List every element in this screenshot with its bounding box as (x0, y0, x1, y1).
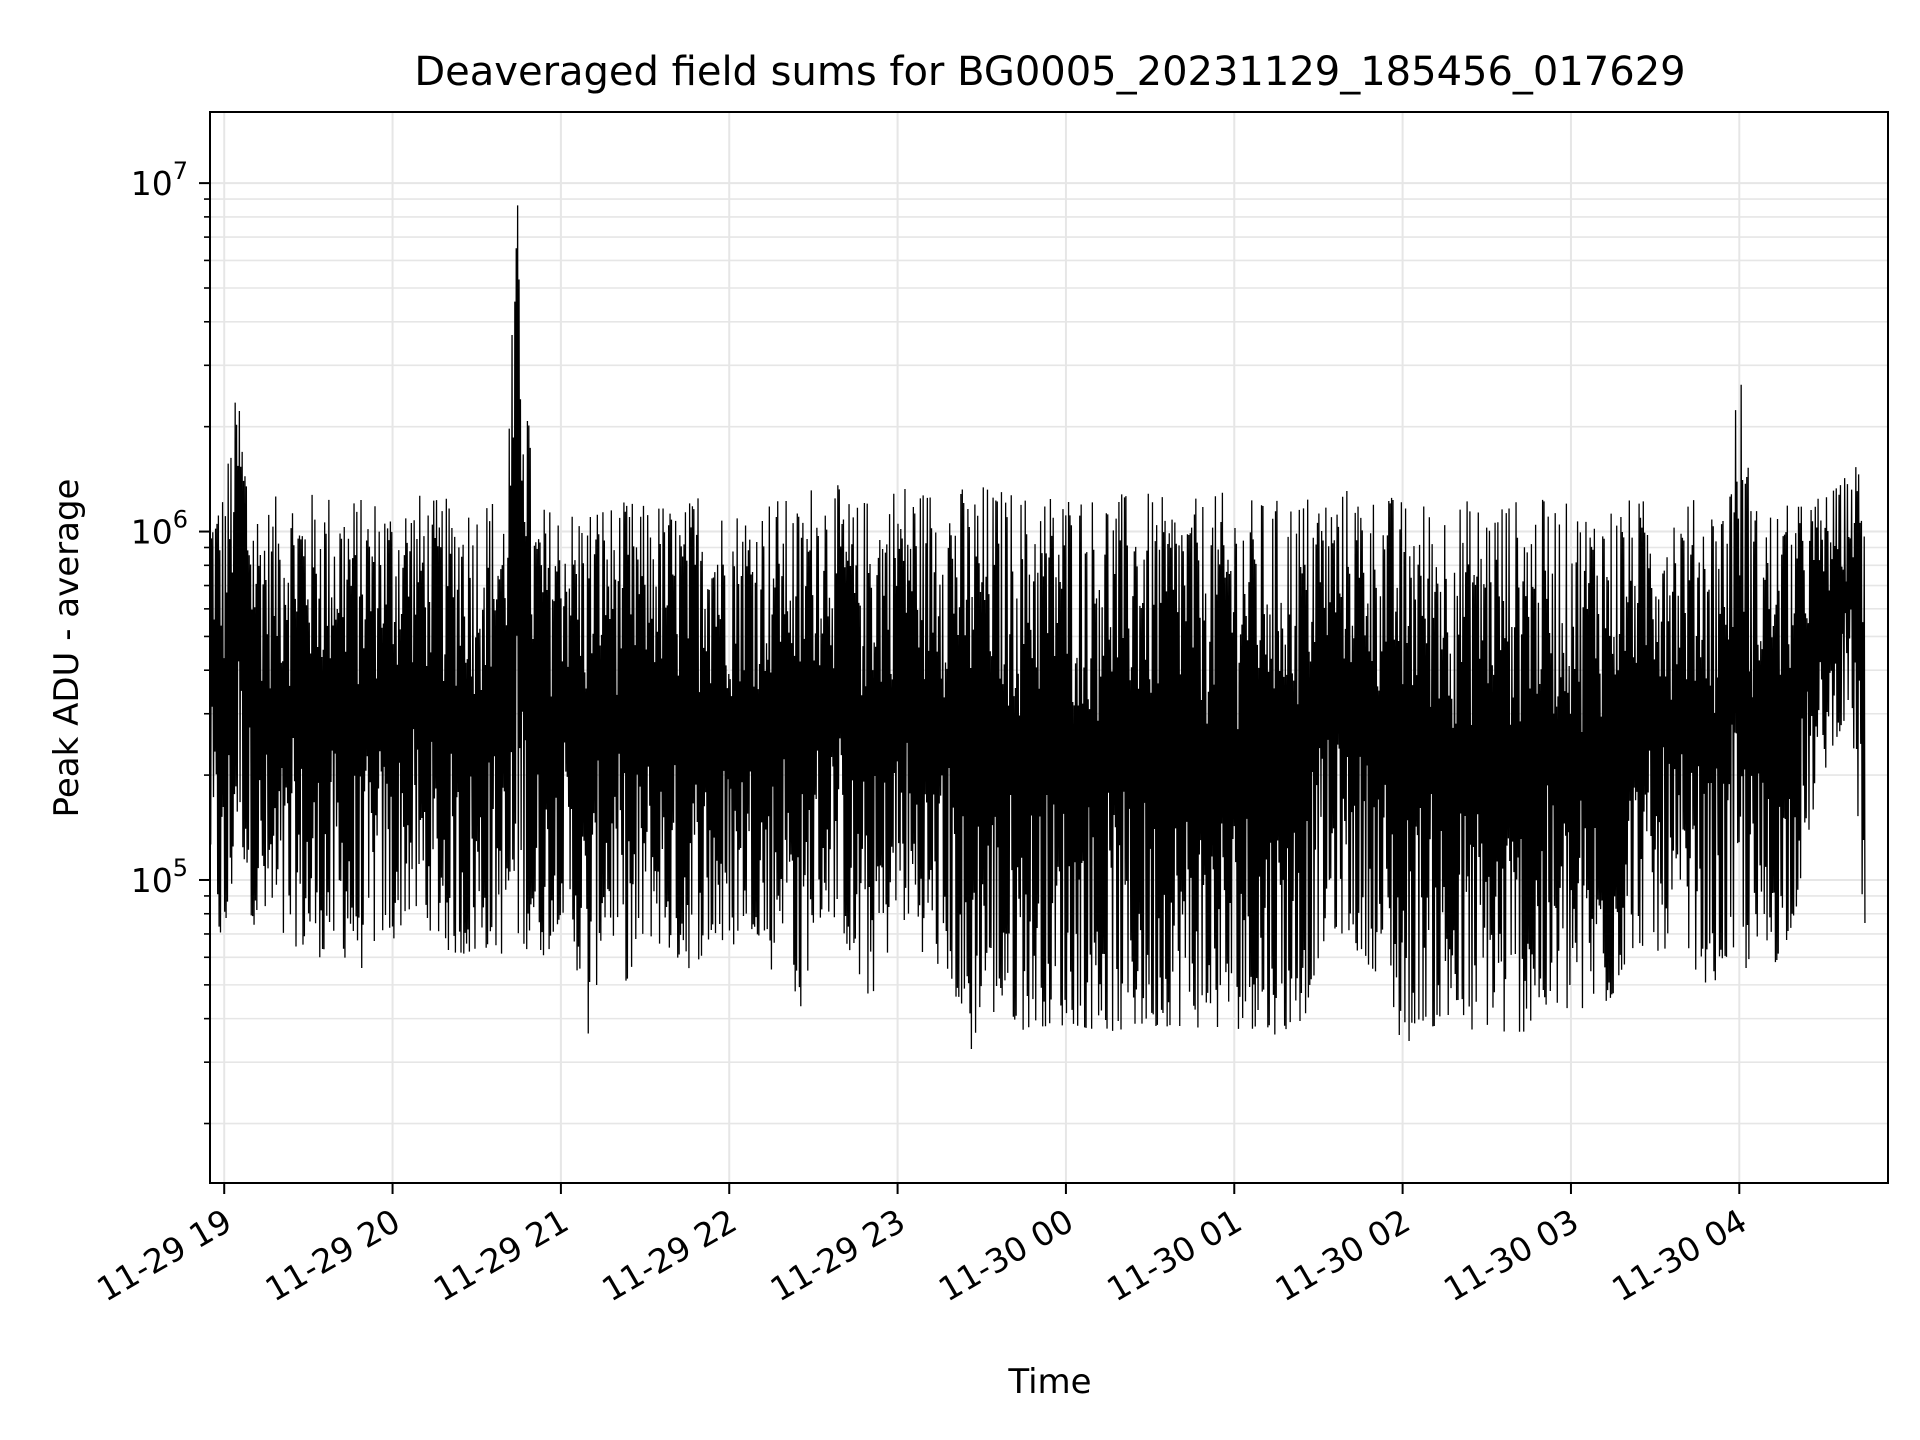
chart-title: Deaveraged field sums for BG0005_2023112… (414, 49, 1685, 95)
y-tick-label: 105 (131, 854, 188, 900)
y-tick-exponent: 5 (173, 854, 188, 882)
y-tick-base: 10 (131, 164, 173, 203)
y-tick-label: 106 (131, 506, 188, 552)
y-tick-exponent: 6 (173, 506, 188, 534)
y-axis-label: Peak ADU - average (47, 479, 87, 818)
y-tick-exponent: 7 (173, 157, 188, 185)
series-line (209, 205, 1866, 1049)
y-tick-base: 10 (131, 861, 173, 900)
y-tick-base: 10 (131, 513, 173, 552)
plot-frame (209, 111, 1889, 1184)
data-series (209, 205, 1866, 1049)
x-axis-label: Time (1007, 1362, 1091, 1402)
y-tick-label: 107 (131, 157, 188, 203)
